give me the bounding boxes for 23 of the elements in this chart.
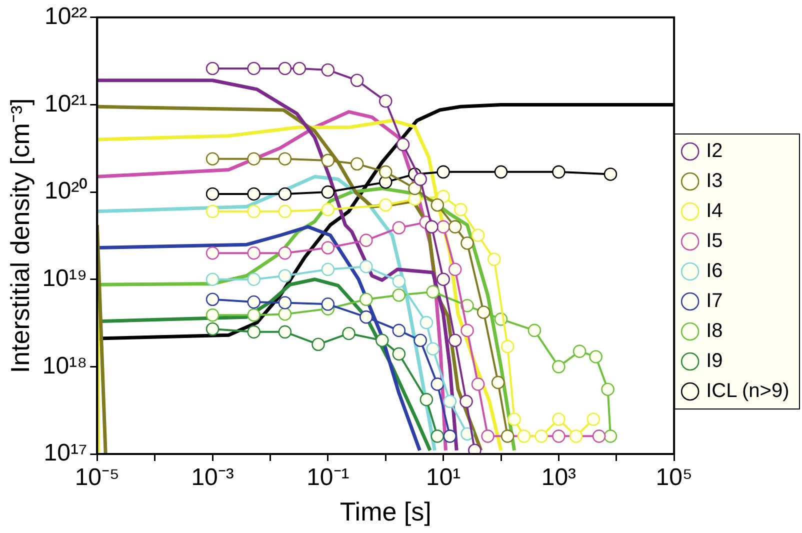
y-axis-title: Interstitial density [cm⁻³] — [4, 98, 35, 374]
legend-label: I5 — [706, 230, 723, 252]
y-tick-label: 10²² — [44, 3, 88, 30]
legend-label: I3 — [706, 170, 723, 192]
y-tick-label: 10¹⁷ — [44, 440, 88, 467]
x-tick-label: 10⁻⁵ — [74, 464, 120, 492]
x-tick-label: 10¹ — [426, 464, 461, 492]
legend-label: ICL (n>9) — [706, 380, 790, 402]
legend-label: I7 — [706, 290, 723, 312]
y-tick-label: 10²¹ — [44, 90, 88, 118]
legend-label: I2 — [706, 140, 723, 162]
x-tick-label: 10⁵ — [656, 464, 692, 492]
x-tick-label: 10³ — [541, 464, 576, 492]
y-tick-label: 10²⁰ — [44, 178, 88, 205]
y-tick-label: 10¹⁹ — [42, 264, 88, 292]
x-tick-label: 10⁻³ — [191, 464, 234, 492]
x-axis-title: Time [s] — [340, 496, 432, 527]
x-tick-label: 10⁻¹ — [306, 464, 350, 492]
legend-label: I4 — [706, 200, 723, 222]
legend-label: I9 — [706, 350, 723, 372]
legend-label: I8 — [706, 320, 723, 342]
y-tick-label: 10¹⁸ — [42, 352, 88, 380]
legend-label: I6 — [706, 260, 723, 282]
